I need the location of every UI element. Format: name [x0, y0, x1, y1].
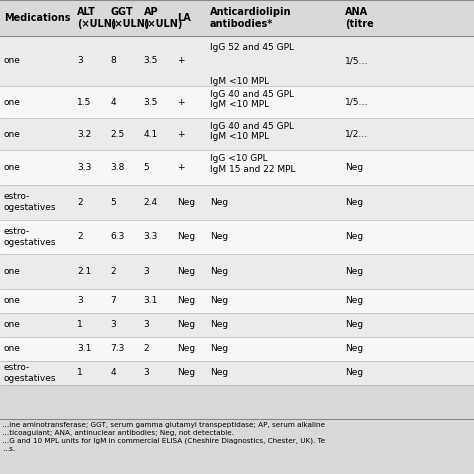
Text: +: + — [177, 56, 184, 65]
Bar — [0, 419, 474, 474]
Text: 7: 7 — [110, 296, 116, 305]
Text: Neg: Neg — [345, 368, 363, 377]
Bar — [0, 254, 474, 289]
Text: 8: 8 — [110, 56, 116, 65]
Text: Neg: Neg — [177, 320, 195, 329]
Text: one: one — [4, 267, 21, 276]
Text: Neg: Neg — [345, 163, 363, 172]
Bar — [0, 313, 474, 337]
Text: 2: 2 — [144, 344, 149, 353]
Bar — [0, 289, 474, 313]
Text: +: + — [177, 130, 184, 139]
Text: 1: 1 — [77, 320, 83, 329]
Text: Neg: Neg — [345, 296, 363, 305]
Bar — [0, 337, 474, 361]
Text: estro-
ogestatives: estro- ogestatives — [4, 192, 56, 212]
Text: Neg: Neg — [345, 344, 363, 353]
Text: IgG 40 and 45 GPL
IgM <10 MPL: IgG 40 and 45 GPL IgM <10 MPL — [210, 122, 294, 141]
Text: 3.3: 3.3 — [77, 163, 91, 172]
Bar — [0, 0, 474, 36]
Text: Neg: Neg — [345, 320, 363, 329]
Text: 2: 2 — [77, 232, 83, 241]
Text: 1/2…: 1/2… — [345, 130, 368, 139]
Text: AP
(×ULN): AP (×ULN) — [144, 7, 183, 28]
Text: Neg: Neg — [210, 198, 228, 207]
Text: 5: 5 — [110, 198, 116, 207]
Text: 3.8: 3.8 — [110, 163, 125, 172]
Text: Neg: Neg — [210, 320, 228, 329]
Text: Neg: Neg — [210, 344, 228, 353]
Text: 3.5: 3.5 — [144, 56, 158, 65]
Text: Neg: Neg — [210, 267, 228, 276]
Text: Anticardiolipin
antibodies*: Anticardiolipin antibodies* — [210, 7, 292, 28]
Text: 2: 2 — [77, 198, 83, 207]
Text: Neg: Neg — [177, 296, 195, 305]
Text: 4: 4 — [110, 98, 116, 107]
Text: IgG <10 GPL
IgM 15 and 22 MPL: IgG <10 GPL IgM 15 and 22 MPL — [210, 155, 295, 174]
Text: 1/5…: 1/5… — [345, 98, 368, 107]
Text: Neg: Neg — [210, 232, 228, 241]
Text: one: one — [4, 296, 21, 305]
Text: Neg: Neg — [345, 198, 363, 207]
Text: Neg: Neg — [177, 267, 195, 276]
Text: 2.1: 2.1 — [77, 267, 91, 276]
Text: Neg: Neg — [177, 368, 195, 377]
Text: +: + — [177, 98, 184, 107]
Text: …ine aminotransferase; GGT, serum gamma glutamyl transpeptidase; AP, serum alkal: …ine aminotransferase; GGT, serum gamma … — [2, 422, 326, 452]
Bar — [0, 118, 474, 150]
Text: 2: 2 — [110, 267, 116, 276]
Text: one: one — [4, 130, 21, 139]
Text: one: one — [4, 163, 21, 172]
Text: Neg: Neg — [177, 198, 195, 207]
Text: one: one — [4, 56, 21, 65]
Text: 1/5…: 1/5… — [345, 56, 368, 65]
Text: 2.4: 2.4 — [144, 198, 158, 207]
Text: +: + — [177, 163, 184, 172]
Text: 3: 3 — [77, 56, 83, 65]
Text: LA: LA — [177, 13, 191, 23]
Text: 3: 3 — [110, 320, 116, 329]
Text: Neg: Neg — [177, 232, 195, 241]
Text: ALT
(×ULN): ALT (×ULN) — [77, 7, 117, 28]
Text: Neg: Neg — [345, 232, 363, 241]
Bar — [0, 150, 474, 185]
Text: 3.5: 3.5 — [144, 98, 158, 107]
Text: Neg: Neg — [210, 296, 228, 305]
Bar — [0, 219, 474, 254]
Bar — [0, 361, 474, 385]
Text: 5: 5 — [144, 163, 149, 172]
Text: 3: 3 — [144, 267, 149, 276]
Text: 3.2: 3.2 — [77, 130, 91, 139]
Text: Neg: Neg — [345, 267, 363, 276]
Text: 6.3: 6.3 — [110, 232, 125, 241]
Text: one: one — [4, 98, 21, 107]
Text: ANA
(titre: ANA (titre — [345, 7, 374, 28]
Text: 3: 3 — [77, 296, 83, 305]
Text: estro-
ogestatives: estro- ogestatives — [4, 363, 56, 383]
Bar — [0, 36, 474, 86]
Text: Neg: Neg — [210, 368, 228, 377]
Text: IgG 52 and 45 GPL

IgM <10 MPL: IgG 52 and 45 GPL IgM <10 MPL — [210, 43, 294, 85]
Text: 7.3: 7.3 — [110, 344, 125, 353]
Text: one: one — [4, 344, 21, 353]
Text: 3: 3 — [144, 368, 149, 377]
Text: one: one — [4, 320, 21, 329]
Text: 3.1: 3.1 — [144, 296, 158, 305]
Text: 3.3: 3.3 — [144, 232, 158, 241]
Bar — [0, 86, 474, 118]
Text: estro-
ogestatives: estro- ogestatives — [4, 227, 56, 246]
Text: Medications: Medications — [4, 13, 70, 23]
Text: 2.5: 2.5 — [110, 130, 125, 139]
Text: Neg: Neg — [177, 344, 195, 353]
Text: 4.1: 4.1 — [144, 130, 158, 139]
Text: 4: 4 — [110, 368, 116, 377]
Text: 3: 3 — [144, 320, 149, 329]
Text: 3.1: 3.1 — [77, 344, 91, 353]
Text: 1.5: 1.5 — [77, 98, 91, 107]
Text: GGT
(×ULN): GGT (×ULN) — [110, 7, 150, 28]
Bar — [0, 185, 474, 219]
Text: IgG 40 and 45 GPL
IgM <10 MPL: IgG 40 and 45 GPL IgM <10 MPL — [210, 90, 294, 109]
Text: 1: 1 — [77, 368, 83, 377]
